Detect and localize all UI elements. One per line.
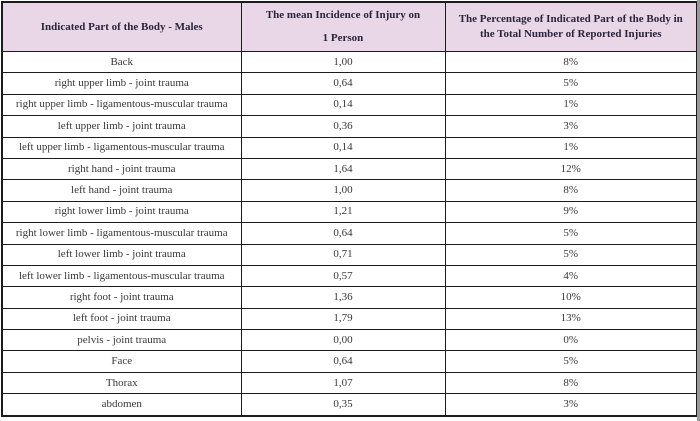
body-part-cell: right hand - joint trauma [1, 157, 242, 181]
mean-incidence-cell: 1,36 [240, 286, 446, 309]
table-row: left upper limb - joint trauma 0,36 3% [1, 115, 698, 138]
percentage-cell: 3% [444, 393, 698, 417]
header-mean-incidence-line2: 1 Person [322, 32, 364, 44]
table-row: right lower limb - joint trauma 1,21 9% [1, 200, 698, 224]
percentage-cell: 8% [444, 179, 698, 202]
body-part-cell: left upper limb - ligamentous-muscular t… [1, 136, 242, 159]
table-row: left lower limb - ligamentous-muscular t… [1, 264, 698, 288]
percentage-cell: 8% [444, 50, 698, 74]
body-part-cell: right lower limb - joint trauma [1, 200, 242, 224]
table-row: Back 1,00 8% [1, 50, 698, 74]
body-part-cell: right lower limb - ligamentous-muscular … [1, 222, 242, 245]
body-part-cell: right upper limb - ligamentous-muscular … [1, 93, 242, 117]
mean-incidence-cell: 1,64 [240, 157, 446, 181]
percentage-cell: 8% [444, 371, 698, 395]
percentage-cell: 4% [444, 264, 698, 288]
percentage-cell: 1% [444, 136, 698, 159]
body-part-cell: Thorax [1, 371, 242, 395]
body-part-cell: right foot - joint trauma [1, 286, 242, 309]
header-body-part-label: Indicated Part of the Body - Males [40, 20, 203, 33]
header-row: Indicated Part of the Body - Males The m… [1, 1, 698, 52]
mean-incidence-cell: 0,14 [240, 136, 446, 159]
mean-incidence-cell: 0,36 [240, 115, 446, 138]
header-percentage-line1: The Percentage of Indicated Part of the … [458, 13, 683, 26]
table-row: pelvis - joint trauma 0,00 0% [1, 329, 698, 352]
percentage-cell: 5% [444, 350, 698, 373]
table-row: left upper limb - ligamentous-muscular t… [1, 136, 698, 159]
percentage-cell: 10% [444, 286, 698, 309]
table-row: left lower limb - joint trauma 0,71 5% [1, 243, 698, 266]
table-row: left foot - joint trauma 1,79 13% [1, 307, 698, 331]
body-part-cell: left upper limb - joint trauma [1, 115, 242, 138]
percentage-cell: 5% [444, 222, 698, 245]
body-part-cell: left lower limb - ligamentous-muscular t… [1, 264, 242, 288]
header-percentage: The Percentage of Indicated Part of the … [444, 1, 698, 52]
body-part-cell: Face [1, 350, 242, 373]
mean-incidence-cell: 1,00 [240, 50, 446, 74]
percentage-cell: 5% [444, 243, 698, 266]
mean-incidence-cell: 0,14 [240, 93, 446, 117]
percentage-cell: 5% [444, 72, 698, 95]
table-header: Indicated Part of the Body - Males The m… [1, 1, 698, 52]
header-percentage-line2: the Total Number of Reported Injuries [479, 28, 662, 40]
mean-incidence-cell: 0,57 [240, 264, 446, 288]
percentage-cell: 3% [444, 115, 698, 138]
percentage-cell: 12% [444, 157, 698, 181]
table-row: Thorax 1,07 8% [1, 371, 698, 395]
mean-incidence-cell: 0,64 [240, 72, 446, 95]
header-mean-incidence: The mean Incidence of Injury on 1 Person [240, 1, 446, 52]
body-part-cell: Back [1, 50, 242, 74]
table-row: right upper limb - ligamentous-muscular … [1, 93, 698, 117]
mean-incidence-cell: 1,79 [240, 307, 446, 331]
percentage-cell: 0% [444, 329, 698, 352]
table-body: Back 1,00 8% right upper limb - joint traum… [1, 50, 698, 417]
percentage-cell: 13% [444, 307, 698, 331]
body-part-cell: abdomen [1, 393, 242, 417]
table-row: left hand - joint trauma 1,00 8% [1, 179, 698, 202]
percentage-cell: 9% [444, 200, 698, 224]
mean-incidence-cell: 0,00 [240, 329, 446, 352]
body-part-cell: pelvis - joint trauma [1, 329, 242, 352]
mean-incidence-cell: 0,64 [240, 350, 446, 373]
body-part-cell: left foot - joint trauma [1, 307, 242, 331]
body-part-cell: right upper limb - joint trauma [1, 72, 242, 95]
table-row: right lower limb - ligamentous-muscular … [1, 222, 698, 245]
body-part-cell: left lower limb - joint trauma [1, 243, 242, 266]
mean-incidence-cell: 1,21 [240, 200, 446, 224]
table-row: Face 0,64 5% [1, 350, 698, 373]
mean-incidence-cell: 0,35 [240, 393, 446, 417]
header-body-part: Indicated Part of the Body - Males [1, 1, 242, 52]
table-row: right hand - joint trauma 1,64 12% [1, 157, 698, 181]
mean-incidence-cell: 1,07 [240, 371, 446, 395]
mean-incidence-cell: 0,71 [240, 243, 446, 266]
body-part-cell: left hand - joint trauma [1, 179, 242, 202]
mean-incidence-cell: 0,64 [240, 222, 446, 245]
mean-incidence-cell: 1,00 [240, 179, 446, 202]
table-row: abdomen 0,35 3% [1, 393, 698, 417]
page-right-edge [697, 0, 700, 421]
header-mean-incidence-line1: The mean Incidence of Injury on [265, 9, 421, 22]
table-row: right upper limb - joint trauma 0,64 5% [1, 72, 698, 95]
percentage-cell: 1% [444, 93, 698, 117]
table-row: right foot - joint trauma 1,36 10% [1, 286, 698, 309]
